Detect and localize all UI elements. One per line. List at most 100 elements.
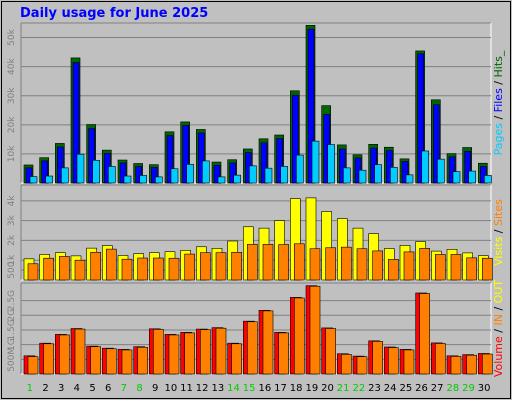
chart-frame [1,1,511,399]
bar-sites-day-5 [90,251,101,281]
bar-pages-day-11 [186,164,194,184]
bar-files-day-11 [182,125,189,184]
bar-in-day-28 [450,356,462,375]
bar-files-day-21 [339,148,346,184]
y-tick-label: 1k [7,254,17,266]
bar-sites-day-21 [341,246,352,281]
bar-sites-day-2 [43,257,54,281]
bar-in-day-2 [43,343,54,375]
bar-files-day-19 [307,28,315,184]
x-tick-label-day-27: 27 [431,383,444,394]
bar-files-day-29 [464,150,471,184]
bar-pages-day-13 [217,176,226,184]
bar-pages-day-24 [390,166,398,184]
bar-in-day-23 [372,341,383,375]
bar-pages-day-16 [264,167,273,184]
bar-pages-day-2 [45,175,53,184]
bar-files-day-2 [41,160,48,184]
bar-sites-day-26 [419,248,430,281]
bar-files-day-5 [88,128,95,184]
bar-in-day-20 [325,328,336,375]
bar-in-day-15 [247,321,258,375]
x-tick-label-day-4: 4 [74,383,80,394]
bar-pages-day-17 [280,166,288,184]
x-tick-label-day-18: 18 [290,383,303,394]
bar-in-day-14 [231,343,242,375]
chart-title: Daily usage for June 2025 [20,6,208,21]
x-tick-label-day-2: 2 [42,383,48,394]
bar-pages-day-14 [233,174,241,184]
x-tick-label-day-6: 6 [105,383,111,394]
legend-entry: / [492,326,505,337]
bar-sites-day-15 [247,244,258,281]
legend-entry: Hits_ [492,50,505,77]
x-tick-label-day-9: 9 [152,383,158,394]
bar-pages-day-25 [405,174,414,184]
x-tick-label-day-12: 12 [196,383,209,394]
bar-in-day-27 [435,343,446,375]
bar-sites-day-16 [262,244,274,281]
x-tick-label-day-15: 15 [243,383,256,394]
bar-sites-day-1 [27,263,39,281]
y-tick-label: 40k [7,58,17,75]
x-tick-label-day-26: 26 [415,383,428,394]
y-tick-label: 30k [7,87,17,104]
bar-files-day-7 [119,162,127,184]
legend-volume: Volume / IN / OUT [492,280,505,378]
bar-files-day-25 [401,161,409,184]
bar-sites-day-19 [309,248,321,281]
bar-pages-day-21 [343,167,351,184]
x-tick-label-day-14: 14 [227,383,240,394]
x-tick-label-day-8: 8 [136,383,142,394]
bar-sites-day-17 [278,244,289,281]
bar-sites-day-23 [372,250,383,281]
bar-files-day-9 [151,166,158,184]
bar-files-day-26 [417,53,424,184]
x-tick-label-day-20: 20 [321,383,334,394]
bar-in-day-8 [137,346,148,375]
bar-pages-day-27 [437,158,445,184]
bar-pages-day-10 [170,168,179,184]
bar-files-day-30 [480,166,487,184]
x-tick-label-day-25: 25 [399,383,412,394]
bar-sites-day-24 [388,259,399,281]
bar-sites-day-9 [153,257,164,281]
bar-files-day-4 [72,62,80,184]
bar-in-day-24 [388,347,399,375]
bar-pages-day-29 [468,170,476,184]
y-tick-label: 1.5G [7,319,17,340]
bar-pages-day-20 [327,144,335,184]
bar-files-day-10 [166,135,174,184]
bar-in-day-5 [90,346,101,375]
bar-in-day-16 [262,310,274,375]
x-tick-label-day-13: 13 [211,383,224,394]
bar-in-day-12 [200,329,211,375]
y-tick-label: 2k [7,234,17,246]
bar-pages-day-3 [61,167,69,184]
bar-in-day-30 [482,353,493,375]
y-tick-label: 1G [7,338,17,351]
bar-sites-day-8 [137,257,148,281]
x-tick-label-day-11: 11 [180,383,193,394]
y-tick-label: 2G [7,309,17,322]
x-tick-label-day-22: 22 [352,383,365,394]
bar-in-day-18 [294,297,305,375]
bar-pages-day-8 [139,175,147,184]
bar-sites-day-6 [106,248,117,281]
bar-in-day-22 [356,356,368,375]
x-tick-label-day-16: 16 [258,383,271,394]
bar-files-day-28 [448,156,456,184]
y-tick-label: 500 [7,261,17,278]
bar-sites-day-20 [325,247,336,281]
bar-in-day-29 [466,354,477,375]
bar-in-day-9 [153,329,164,375]
bar-in-day-26 [419,293,430,375]
bar-files-day-16 [260,142,268,184]
bar-sites-day-13 [215,252,227,281]
bar-pages-day-15 [249,165,257,184]
legend-entry: IN [492,314,505,325]
bar-in-day-11 [184,332,195,375]
bar-pages-day-23 [374,164,382,184]
